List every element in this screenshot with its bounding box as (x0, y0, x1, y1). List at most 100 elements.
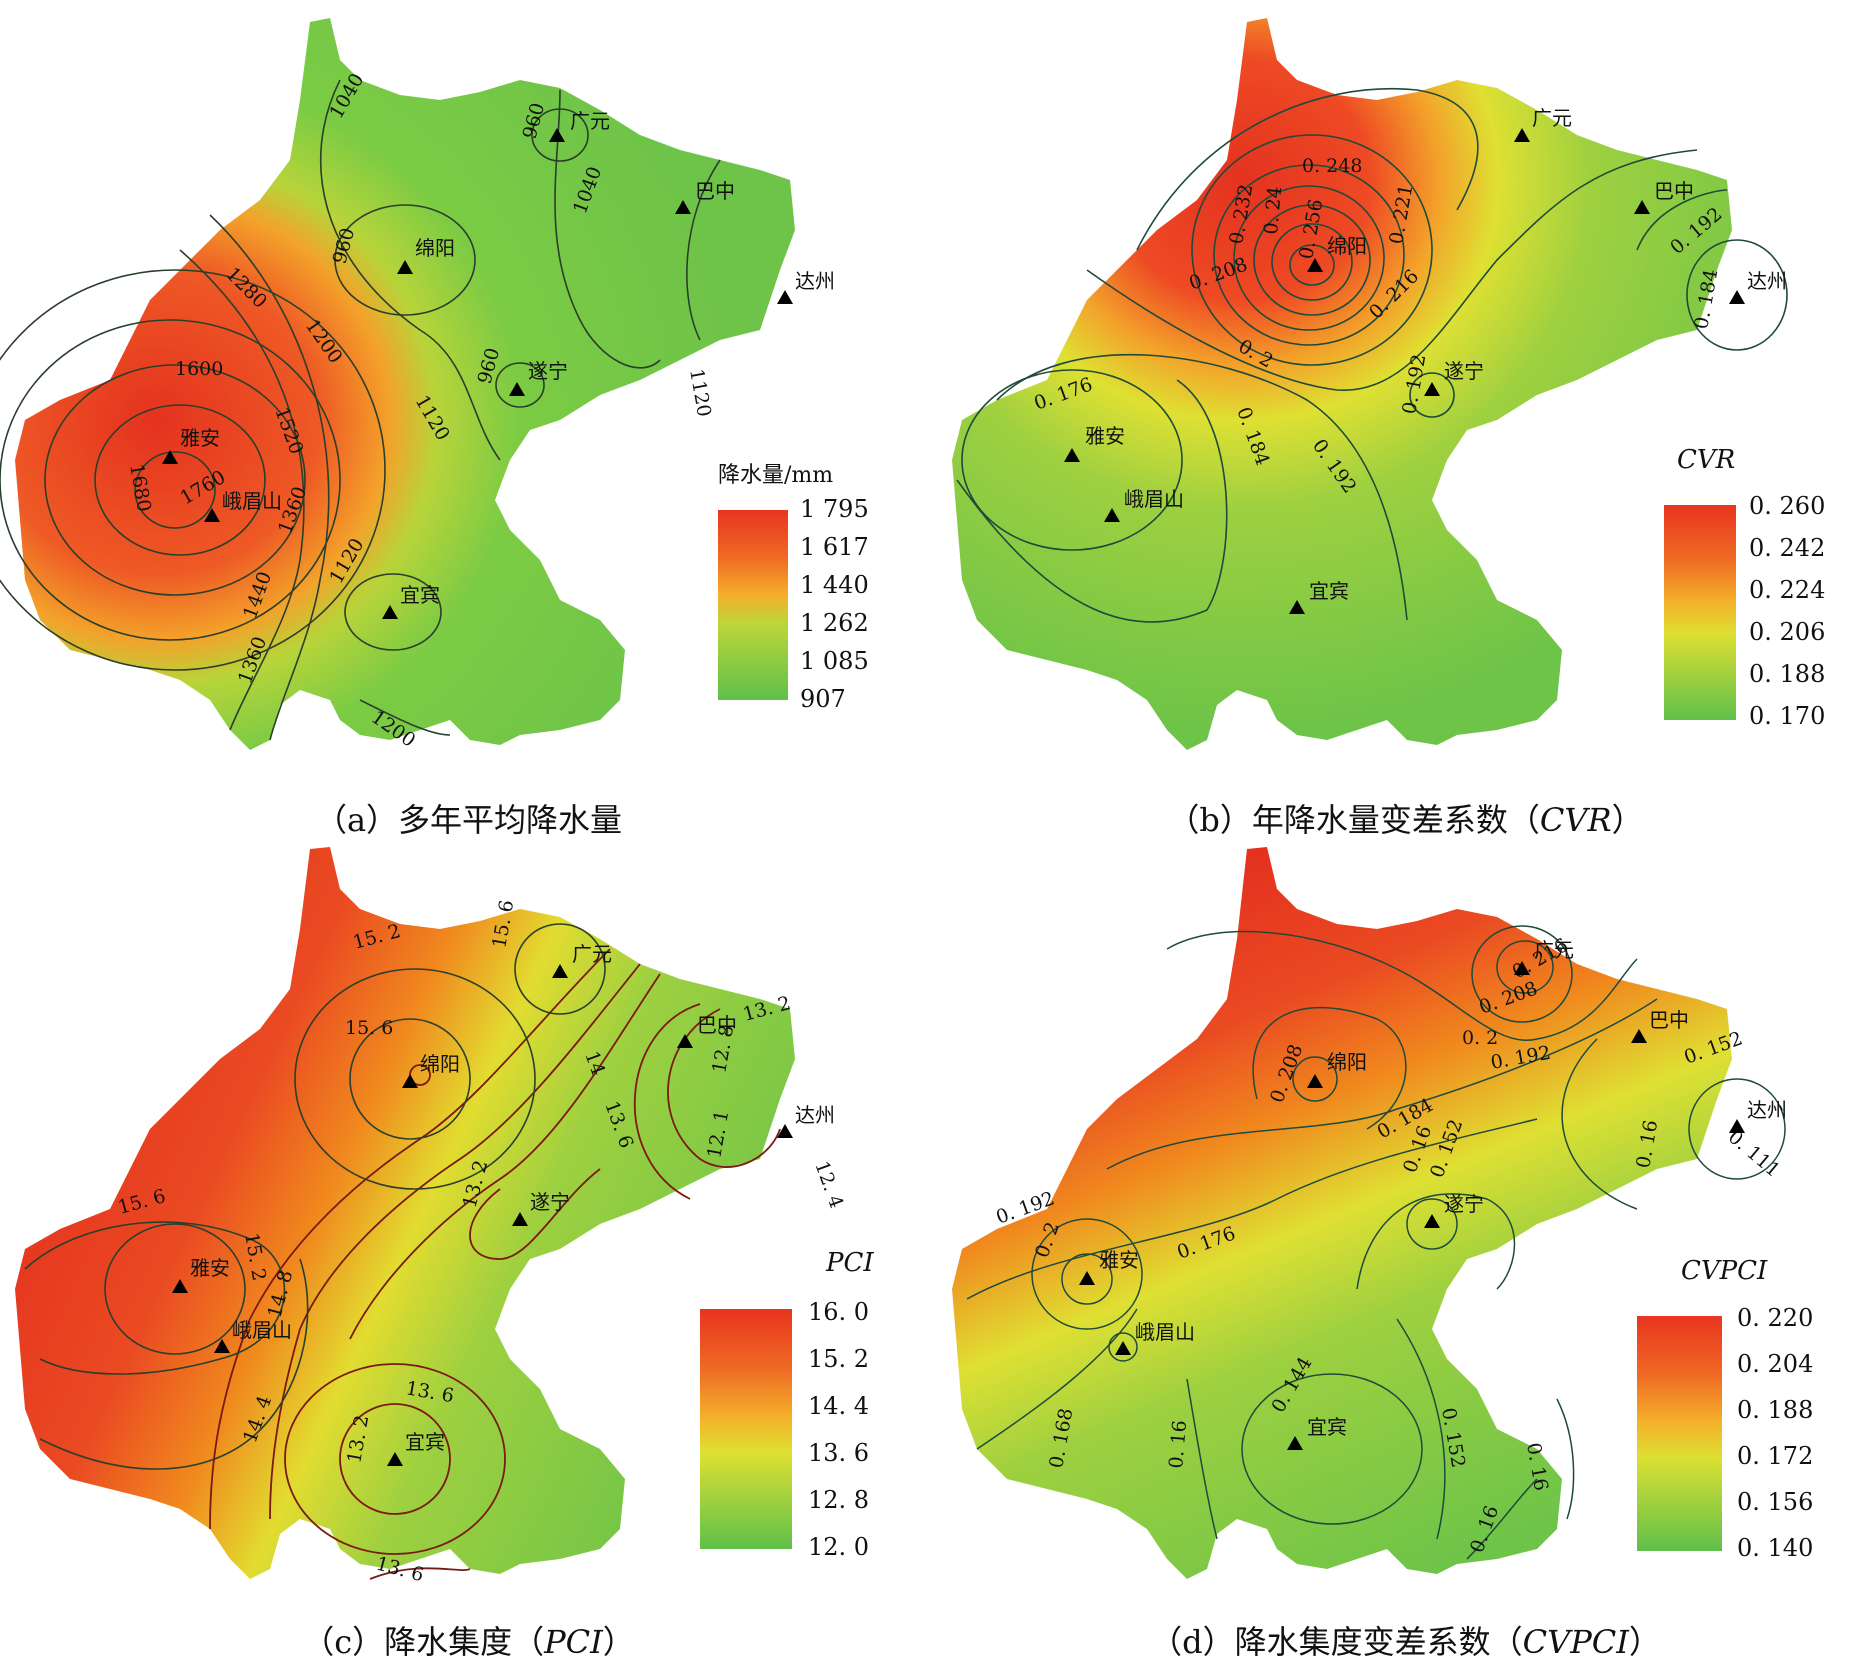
city-marker-icon (387, 1452, 403, 1466)
contour-label: 12. 4 (810, 1158, 847, 1211)
city-label-mianyang: 绵阳 (1327, 1050, 1367, 1074)
legend-tick: 12. 8 (808, 1486, 869, 1514)
legend-title: 降水量/mm (718, 463, 833, 488)
city-label-bazhong: 巴中 (695, 179, 735, 203)
caption-b: （b）年降水量变差系数（CVR） (937, 795, 1874, 841)
region-outline (15, 847, 795, 1579)
legend-tick: 0. 172 (1737, 1442, 1813, 1470)
legend: 降水量/mm 1 795 1 617 1 440 1 262 1 085 907 (718, 463, 869, 713)
legend-tick: 1 440 (800, 571, 869, 599)
contour-label: 0. 111 (1724, 1126, 1784, 1182)
contour-label: 15. 6 (345, 1017, 393, 1039)
city-label-yaan: 雅安 (1085, 424, 1125, 448)
city-label-guangyuan: 广元 (1532, 106, 1572, 130)
city-marker-icon (777, 1124, 793, 1138)
caption-prefix: （b） (1167, 801, 1252, 839)
panel-a: 1040 960 960 1040 960 1280 1200 1120 160… (0, 0, 937, 839)
caption-italic: CVPCI (1522, 1623, 1629, 1661)
legend-tick: 0. 220 (1737, 1304, 1813, 1332)
legend-tick: 0. 260 (1749, 492, 1825, 520)
city-marker-icon (1115, 1341, 1131, 1355)
contour-lines (966, 925, 1786, 1560)
legend-tick: 1 795 (800, 495, 869, 523)
legend-tick: 0. 206 (1749, 618, 1825, 646)
legend-tick: 1 262 (800, 609, 869, 637)
contour-label: 0. 24 (1260, 185, 1286, 235)
panel-c-map: 15. 2 15. 6 15. 6 13. 2 14 12. 8 13. 6 1… (15, 847, 874, 1586)
city-marker-icon (402, 1074, 418, 1088)
caption-suffix: ） (1628, 1623, 1661, 1661)
caption-d: （d）降水集度变差系数（CVPCI） (937, 1617, 1874, 1663)
city-marker-icon (1064, 448, 1080, 462)
legend-tick: 12. 0 (808, 1533, 869, 1561)
caption-main: 降水集度变差系数（ (1234, 1623, 1523, 1661)
city-marker-icon (1729, 1119, 1745, 1133)
city-marker-icon (1307, 1074, 1323, 1088)
legend-tick: 1 617 (800, 533, 869, 561)
city-marker-icon (172, 1279, 188, 1293)
contour-lines (956, 88, 1788, 623)
caption-prefix: （c） (302, 1623, 385, 1661)
caption-italic: CVR (1539, 801, 1612, 839)
caption-a: （a）多年平均降水量 (0, 795, 937, 841)
city-marker-icon (1634, 200, 1650, 214)
region-outline (15, 18, 795, 750)
legend-tick: 907 (800, 685, 846, 713)
city-label-yaan: 雅安 (1099, 1248, 1139, 1272)
caption-c: （c）降水集度（PCI） (0, 1617, 937, 1663)
city-label-emeishan: 峨眉山 (222, 489, 282, 513)
city-label-bazhong: 巴中 (1649, 1008, 1689, 1032)
panel-a-map: 1040 960 960 1040 960 1280 1200 1120 160… (0, 18, 869, 752)
city-label-yaan: 雅安 (190, 1256, 230, 1280)
city-markers: 广元 巴中 绵阳 达州 遂宁 雅安 峨眉山 宜宾 (162, 109, 835, 619)
legend-title: CVR (1677, 445, 1735, 475)
city-label-suining: 遂宁 (530, 1190, 570, 1214)
city-marker-icon (204, 508, 220, 522)
city-marker-icon (397, 260, 413, 274)
city-markers: 广元 巴中 绵阳 达州 遂宁 雅安 峨眉山 宜宾 (1079, 938, 1787, 1450)
caption-prefix: （a） (314, 801, 399, 839)
panel-b: 0. 232 0. 24 0. 248 0. 256 0. 221 0. 208… (937, 0, 1874, 839)
city-label-dazhou: 达州 (1747, 1098, 1787, 1122)
city-label-yibin: 宜宾 (1309, 579, 1349, 603)
legend-tick: 16. 0 (808, 1298, 869, 1326)
city-marker-icon (1514, 128, 1530, 142)
legend-colorbar (718, 510, 788, 700)
city-marker-icon (162, 450, 178, 464)
legend-title: CVPCI (1681, 1256, 1768, 1286)
legend-tick: 0. 156 (1737, 1488, 1813, 1516)
caption-suffix: ） (1611, 801, 1644, 839)
legend-tick: 0. 188 (1749, 660, 1825, 688)
city-label-bazhong: 巴中 (697, 1013, 737, 1037)
legend-tick: 14. 4 (808, 1392, 869, 1420)
city-marker-icon (549, 128, 565, 142)
panel-c: 15. 2 15. 6 15. 6 13. 2 14 12. 8 13. 6 1… (0, 839, 937, 1678)
contour-lines-green (24, 923, 606, 1470)
city-markers: 广元 巴中 绵阳 达州 遂宁 雅安 峨眉山 宜宾 (172, 942, 835, 1466)
contour-label: 0. 248 (1302, 155, 1362, 177)
city-marker-icon (1729, 290, 1745, 304)
city-label-suining: 遂宁 (1444, 359, 1484, 383)
city-label-guangyuan: 广元 (572, 942, 612, 966)
city-label-mianyang: 绵阳 (415, 236, 455, 260)
city-label-suining: 遂宁 (528, 359, 568, 383)
city-label-dazhou: 达州 (795, 1103, 835, 1127)
caption-suffix: ） (602, 1623, 635, 1661)
caption-main: 年降水量变差系数（ (1251, 801, 1540, 839)
city-markers: 广元 巴中 绵阳 达州 遂宁 雅安 峨眉山 宜宾 (1064, 106, 1787, 614)
legend-colorbar (1664, 505, 1736, 720)
city-label-yibin: 宜宾 (400, 583, 440, 607)
city-label-emeishan: 峨眉山 (232, 1318, 292, 1342)
city-label-yibin: 宜宾 (405, 1430, 445, 1454)
legend-tick: 15. 2 (808, 1345, 869, 1373)
contour-label: 0. 2 (1462, 1027, 1498, 1049)
city-label-guangyuan: 广元 (1534, 938, 1574, 962)
city-label-yibin: 宜宾 (1307, 1415, 1347, 1439)
legend-tick: 1 085 (800, 647, 869, 675)
caption-italic: PCI (544, 1623, 603, 1661)
caption-main: 多年平均降水量 (398, 801, 623, 839)
city-label-mianyang: 绵阳 (1327, 234, 1367, 258)
city-marker-icon (1307, 258, 1323, 272)
city-marker-icon (214, 1339, 230, 1353)
legend-tick: 0. 224 (1749, 576, 1825, 604)
